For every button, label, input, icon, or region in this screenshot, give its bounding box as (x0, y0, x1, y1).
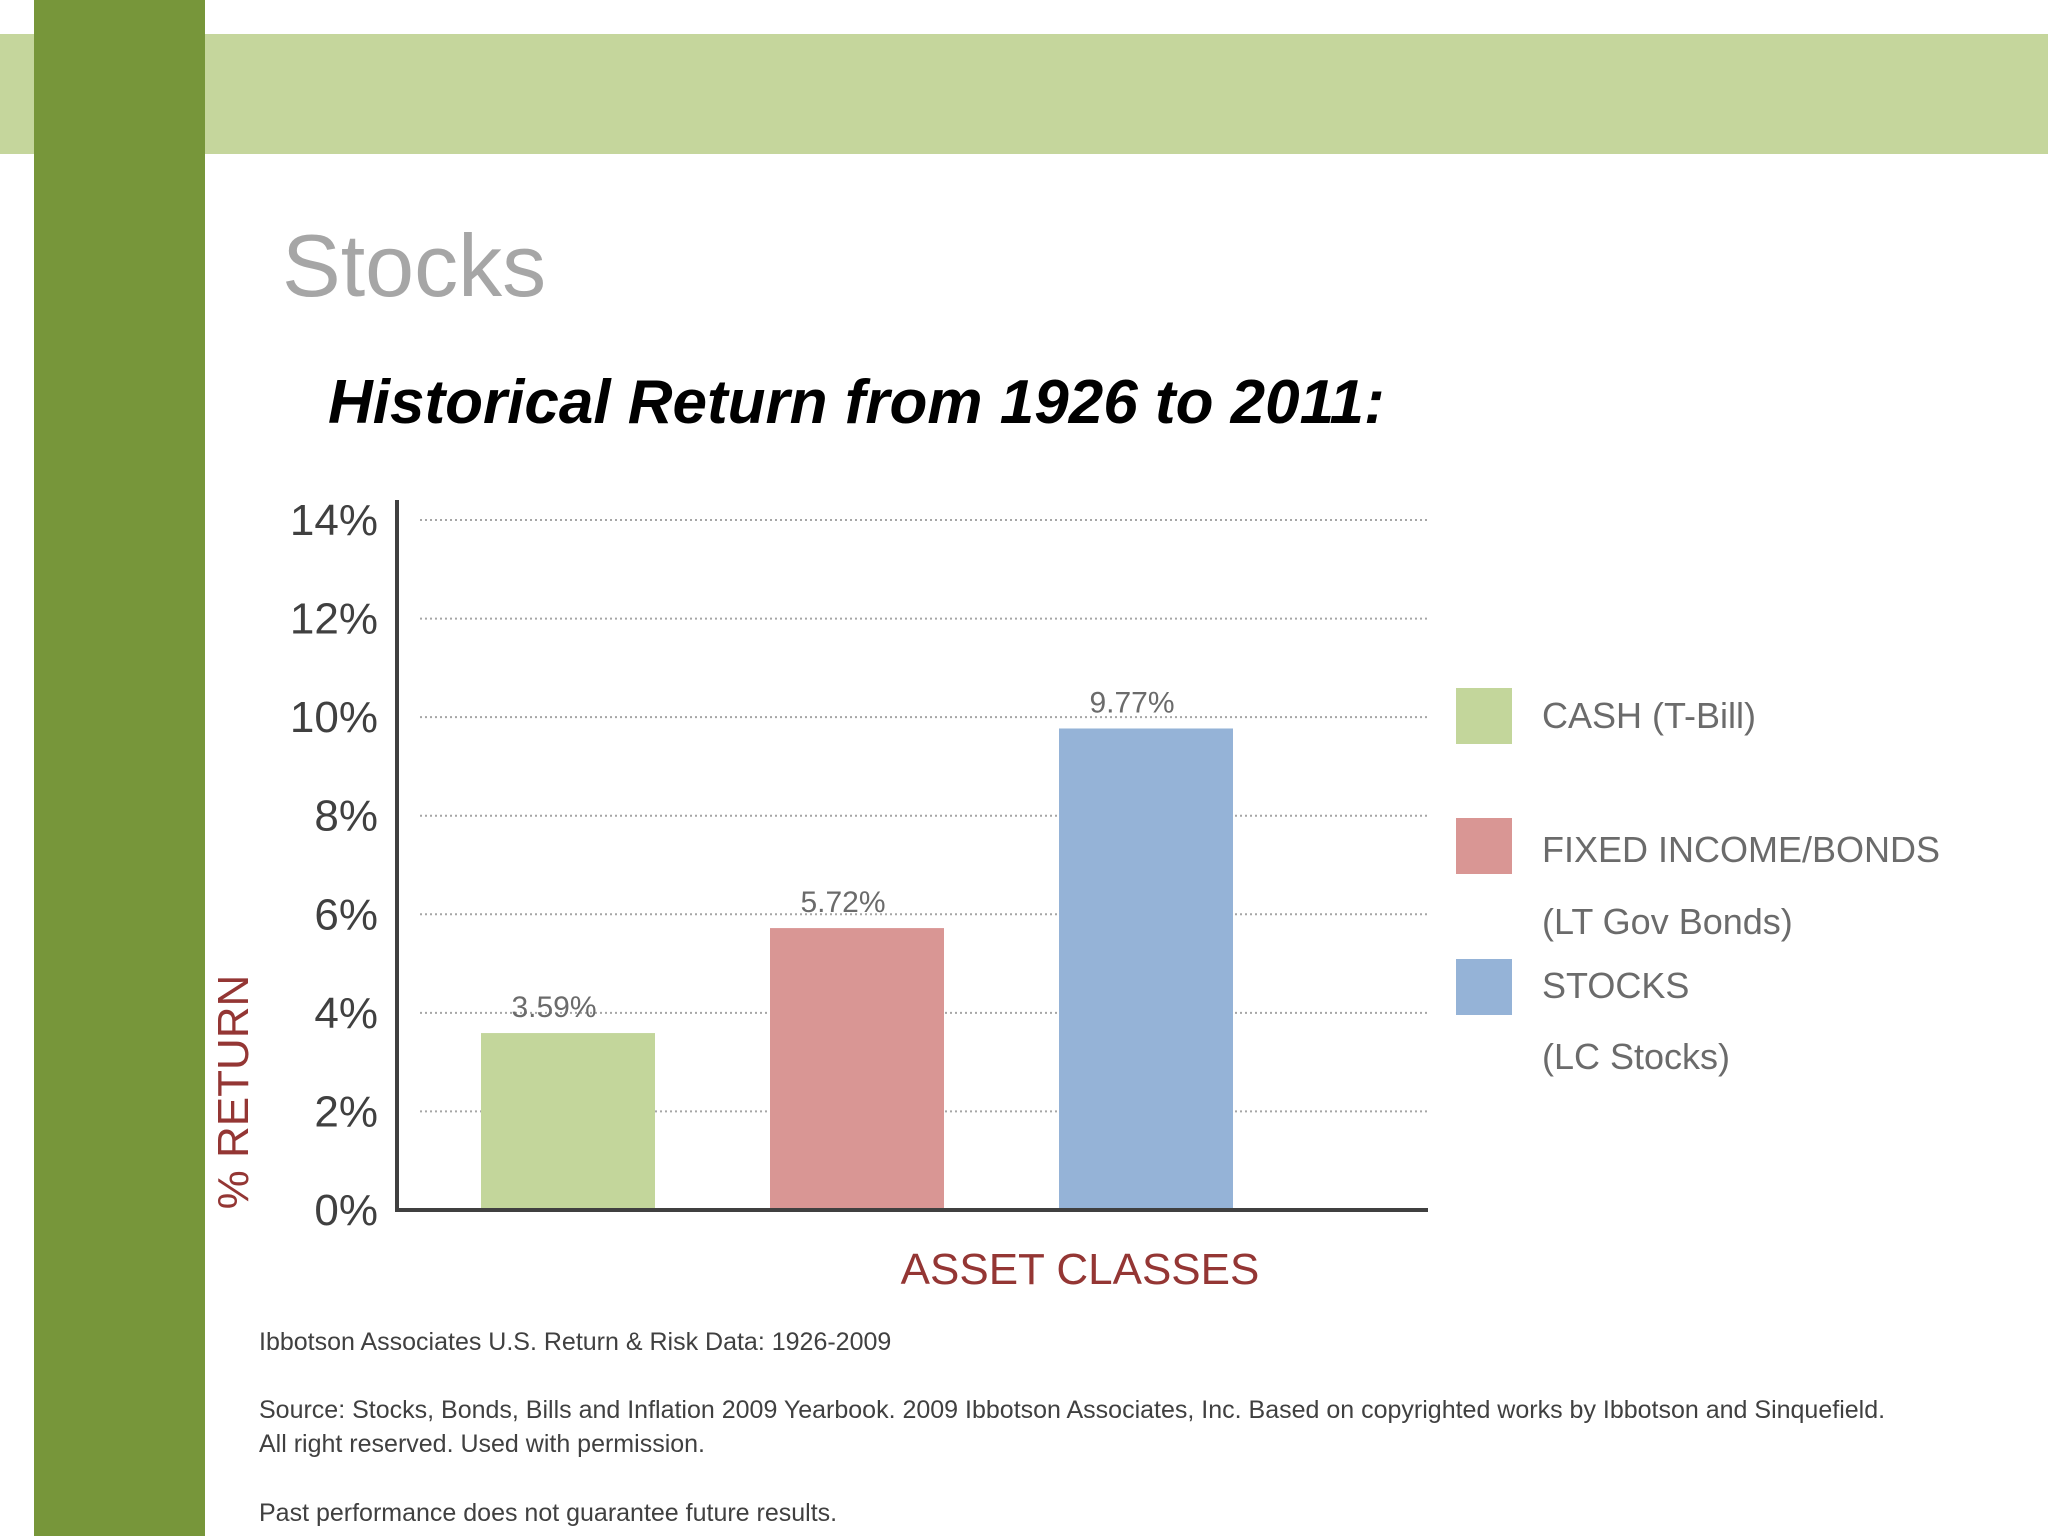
legend-label-stocks: STOCKS (1542, 965, 1690, 1006)
bar-stocks (1059, 728, 1233, 1208)
legend-swatch-stocks (1456, 959, 1512, 1015)
legend: CASH (T-Bill) FIXED INCOME/BONDS (LT Gov… (1456, 0, 2016, 1536)
y-tick-label: 2% (314, 1087, 378, 1136)
slide-title: Stocks (282, 216, 547, 315)
y-tick-label: 6% (314, 890, 378, 939)
y-tick-label: 10% (290, 693, 378, 742)
data-labels: 3.59% 5.72% 9.77% (511, 686, 1174, 1024)
note-disclaimer: Past performance does not guarantee futu… (259, 1499, 838, 1527)
bar-cash (481, 1033, 655, 1208)
note-data-source: Ibbotson Associates U.S. Return & Risk D… (259, 1328, 892, 1356)
gridlines (420, 519, 1428, 1113)
y-tick-label: 8% (314, 792, 378, 841)
y-axis-label: % RETURN (209, 975, 258, 1210)
left-accent-bar (34, 0, 205, 1536)
chart-title: Historical Return from 1926 to 2011: (328, 368, 1385, 437)
data-label: 5.72% (800, 886, 885, 919)
y-tick-label: 0% (314, 1186, 378, 1235)
data-label: 3.59% (511, 991, 596, 1024)
data-label: 9.77% (1089, 686, 1174, 719)
legend-swatch-bonds (1456, 818, 1512, 874)
bars (481, 728, 1233, 1208)
note-source: Source: Stocks, Bonds, Bills and Inflati… (259, 1396, 1886, 1424)
y-tick-label: 14% (290, 496, 378, 545)
legend-label-stocks-sub: (LC Stocks) (1542, 1036, 1731, 1077)
bar-bonds (770, 928, 944, 1208)
legend-label-bonds: FIXED INCOME/BONDS (1542, 829, 1941, 870)
note-rights: All right reserved. Used with permission… (259, 1430, 705, 1458)
y-tick-label: 12% (290, 595, 378, 644)
legend-label-bonds-sub: (LT Gov Bonds) (1542, 901, 1793, 942)
y-tick-label: 4% (314, 989, 378, 1038)
axes (395, 500, 1428, 1212)
x-axis-label: ASSET CLASSES (901, 1245, 1260, 1294)
top-band (0, 34, 2048, 154)
legend-swatch-cash (1456, 688, 1512, 744)
y-tick-labels: 0% 2% 4% 6% 8% 10% 12% 14% (290, 496, 378, 1235)
legend-label-cash: CASH (T-Bill) (1542, 695, 1756, 736)
